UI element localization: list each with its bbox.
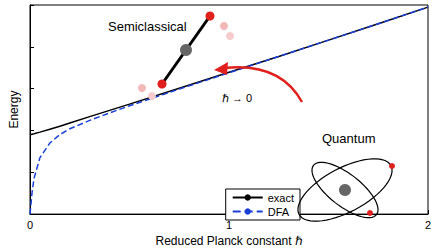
svg-text:2: 2 bbox=[425, 219, 431, 231]
svg-text:1: 1 bbox=[225, 218, 233, 231]
svg-text:ℏ → 0: ℏ → 0 bbox=[222, 92, 252, 104]
svg-text:0: 0 bbox=[27, 219, 33, 231]
svg-text:exact: exact bbox=[268, 192, 294, 204]
svg-text:Reduced Planck constant ℏ: Reduced Planck constant ℏ bbox=[155, 234, 302, 248]
svg-text:Semiclassical: Semiclassical bbox=[108, 19, 187, 34]
svg-text:Quantum: Quantum bbox=[322, 131, 375, 146]
svg-text:Energy: Energy bbox=[7, 91, 21, 129]
svg-text:DFA: DFA bbox=[268, 206, 290, 218]
